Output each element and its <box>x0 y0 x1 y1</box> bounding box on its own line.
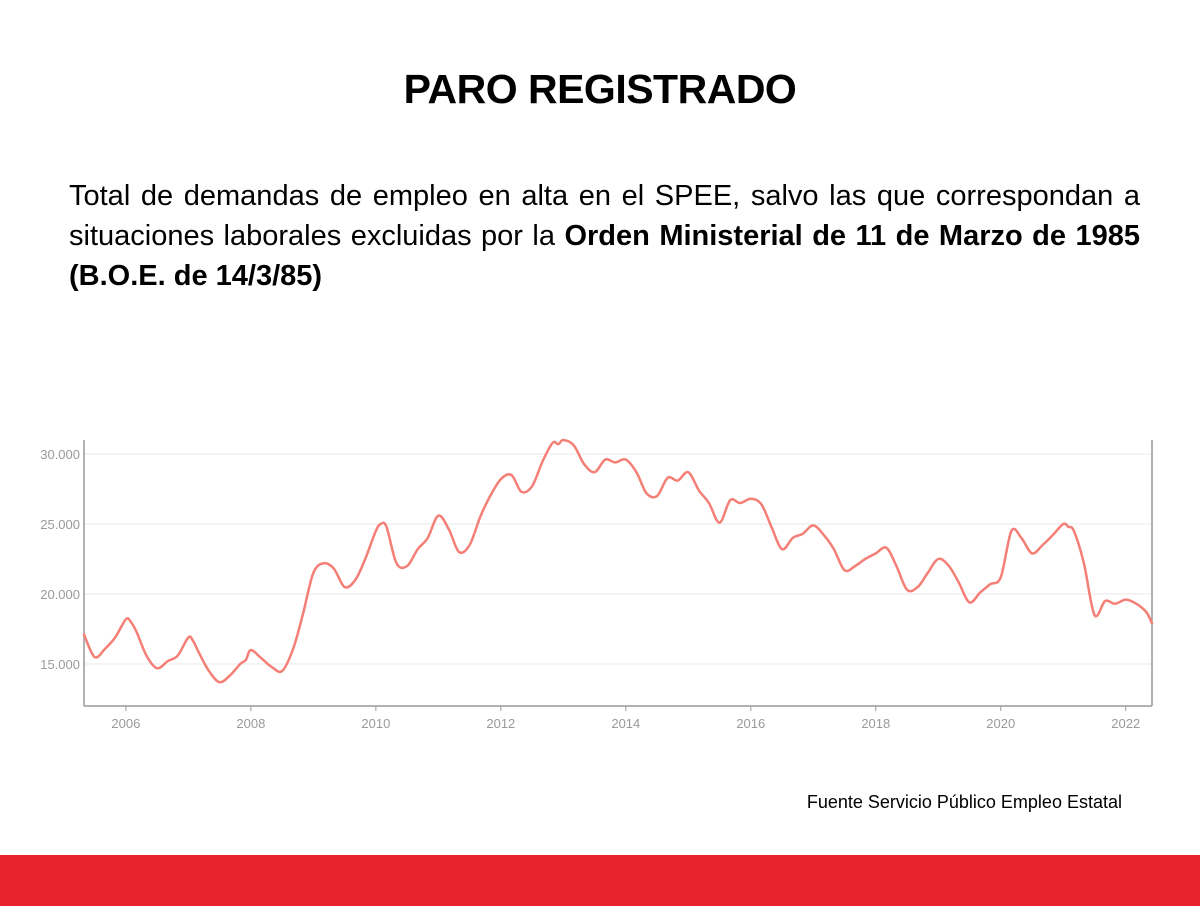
x-tick-label: 2006 <box>111 716 140 731</box>
x-tick-label: 2022 <box>1111 716 1140 731</box>
series-line <box>82 438 1154 684</box>
slide-title: PARO REGISTRADO <box>403 66 797 112</box>
x-tick-label: 2016 <box>736 716 765 731</box>
x-tick-label: 2012 <box>486 716 515 731</box>
y-tick-label: 25.000 <box>40 517 80 532</box>
unemployment-line-chart: 15.000 20.000 25.000 30.000 2006 2008 2010 2012… <box>40 438 1154 731</box>
description-bold-text: Orden Ministerial de 11 de Marzo de 1985… <box>69 220 1140 292</box>
source-note: Fuente Servicio Público Empleo Estatal <box>806 792 1122 812</box>
footer-accent-bar <box>0 855 1200 906</box>
chart-axes <box>83 440 1153 711</box>
y-tick-label: 15.000 <box>40 657 80 672</box>
x-tick-label: 2008 <box>236 716 265 731</box>
x-tick-label: 2010 <box>361 716 390 731</box>
chart-grid <box>84 453 1152 665</box>
y-tick-label: 20.000 <box>40 587 80 602</box>
x-tick-label: 2018 <box>861 716 890 731</box>
x-tick-label: 2020 <box>986 716 1015 731</box>
chart-tick-labels: 15.000 20.000 25.000 30.000 2006 2008 2010 2012… <box>40 447 1140 731</box>
x-tick-label: 2014 <box>611 716 640 731</box>
y-tick-label: 30.000 <box>40 447 80 462</box>
description-text: Total de demandas de empleo en alta en e… <box>69 180 1140 252</box>
slide-description: Total de demandas de empleo en alta en e… <box>69 176 1140 296</box>
chart-series <box>82 438 1154 684</box>
